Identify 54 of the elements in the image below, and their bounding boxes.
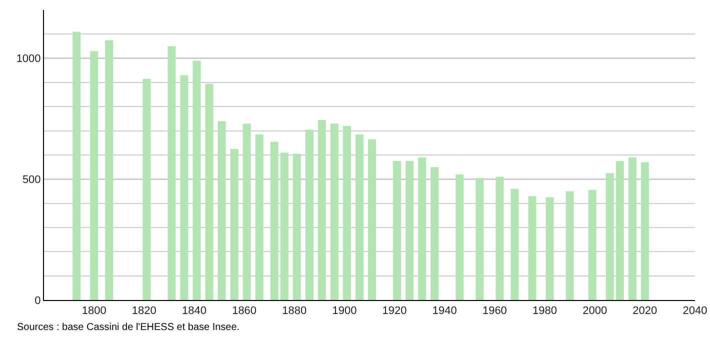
- x-tick-label: 1900: [332, 305, 357, 318]
- x-tick-label: 1840: [182, 305, 206, 318]
- bar: [418, 157, 426, 300]
- bar: [242, 124, 251, 300]
- bar: [566, 191, 574, 300]
- bar: [330, 124, 338, 300]
- bar: [280, 152, 288, 300]
- y-tick-label: 0: [34, 294, 41, 307]
- bar: [456, 174, 464, 300]
- bar: [318, 120, 326, 300]
- x-tick-label: 1940: [432, 305, 457, 318]
- x-tick-label: 2000: [582, 305, 608, 318]
- bar: [355, 134, 364, 300]
- bar: [368, 139, 376, 300]
- bar: [546, 197, 554, 300]
- y-tick-label: 500: [22, 174, 41, 186]
- x-tick-label: 1800: [82, 305, 106, 318]
- bar: [230, 148, 238, 300]
- x-tick-label: 1960: [482, 305, 507, 318]
- bar: [305, 130, 314, 300]
- y-tick-label: 1000: [16, 53, 41, 66]
- bar: [72, 32, 81, 300]
- bar: [255, 134, 264, 300]
- bar: [142, 78, 151, 300]
- bar: [393, 161, 402, 300]
- x-tick-label: 1980: [532, 305, 558, 318]
- x-tick-label: 1880: [282, 305, 307, 318]
- bar: [192, 60, 201, 300]
- bar: [528, 196, 536, 300]
- bar: [430, 167, 439, 300]
- bar: [270, 142, 278, 300]
- bar: [90, 51, 98, 300]
- bar: [180, 75, 188, 300]
- x-tick-label: 1860: [232, 305, 257, 318]
- bar: [588, 190, 596, 300]
- bar: [168, 46, 176, 300]
- bar: [476, 178, 484, 300]
- bar: [218, 121, 226, 300]
- bar: [510, 188, 519, 300]
- bar: [496, 176, 504, 300]
- bar: [640, 162, 649, 300]
- bar: [342, 126, 351, 300]
- bar: [628, 157, 636, 300]
- x-tick-label: 1920: [382, 305, 407, 318]
- bar: [105, 40, 114, 300]
- x-tick-label: 2040: [682, 305, 708, 318]
- bar: [606, 173, 614, 300]
- source-note: Sources : base Cassini de l'EHESS et base Insee.: [17, 322, 240, 333]
- x-tick-label: 2020: [632, 305, 658, 318]
- x-tick-label: 1820: [132, 305, 156, 318]
- bar: [406, 161, 414, 300]
- bar: [292, 154, 301, 300]
- bar: [205, 84, 214, 300]
- bar: [616, 161, 624, 300]
